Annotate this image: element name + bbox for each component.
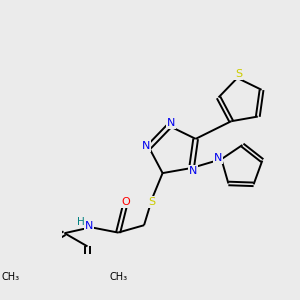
Text: CH₃: CH₃ [110,272,128,282]
Text: H: H [77,217,85,227]
Text: CH₃: CH₃ [1,272,19,282]
Text: N: N [85,221,93,231]
Text: N: N [167,118,175,128]
Text: O: O [122,197,130,207]
Text: N: N [189,166,197,176]
Text: N: N [142,141,150,151]
Text: N: N [214,153,222,163]
Text: S: S [148,197,155,207]
Text: S: S [235,69,242,80]
